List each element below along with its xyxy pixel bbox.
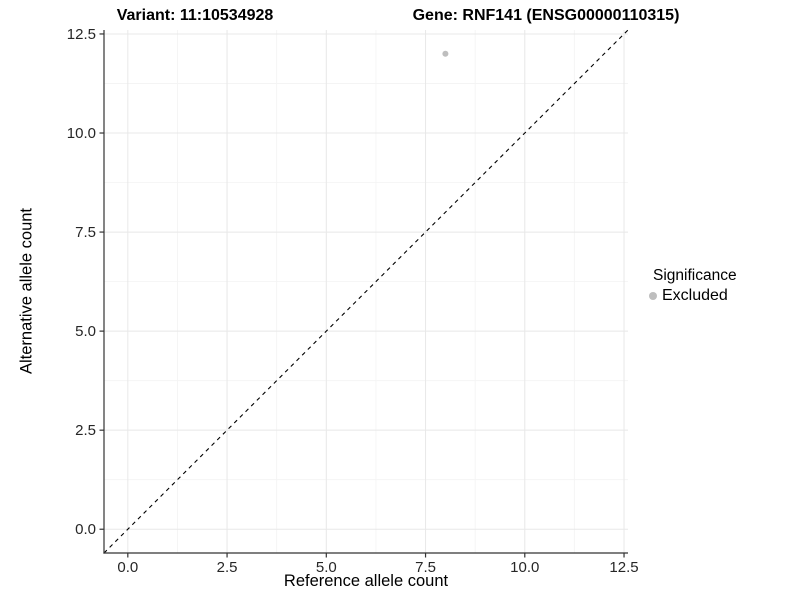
x-tick-label: 10.0 — [510, 559, 539, 576]
x-tick-label: 2.5 — [217, 559, 238, 576]
x-tick-label: 7.5 — [415, 559, 436, 576]
legend-title: Significance — [653, 267, 737, 284]
y-tick-label: 12.5 — [67, 26, 96, 43]
y-tick-label: 0.0 — [75, 521, 96, 538]
gene-title: Gene: RNF141 (ENSG00000110315) — [412, 7, 680, 24]
y-tick-label: 2.5 — [75, 422, 96, 439]
legend-marker-circle-icon — [649, 291, 657, 300]
legend-entry: Excluded — [645, 286, 795, 305]
x-axis-title: Reference allele count — [283, 572, 449, 590]
legend-entry-label: Excluded — [662, 287, 728, 304]
variant-title: Variant: 11:10534928 — [116, 7, 274, 24]
x-tick-label: 0.0 — [117, 559, 138, 576]
x-tick-label: 5.0 — [316, 559, 337, 576]
identity-line — [103, 29, 629, 554]
x-tick-label: 12.5 — [609, 559, 638, 576]
legend: Significance Excluded — [645, 266, 795, 305]
y-tick-label: 10.0 — [67, 125, 96, 142]
y-tick-label: 5.0 — [75, 323, 96, 340]
y-axis-title: Alternative allele count — [17, 207, 36, 375]
y-tick-label: 7.5 — [75, 224, 96, 241]
data-point — [442, 50, 449, 57]
